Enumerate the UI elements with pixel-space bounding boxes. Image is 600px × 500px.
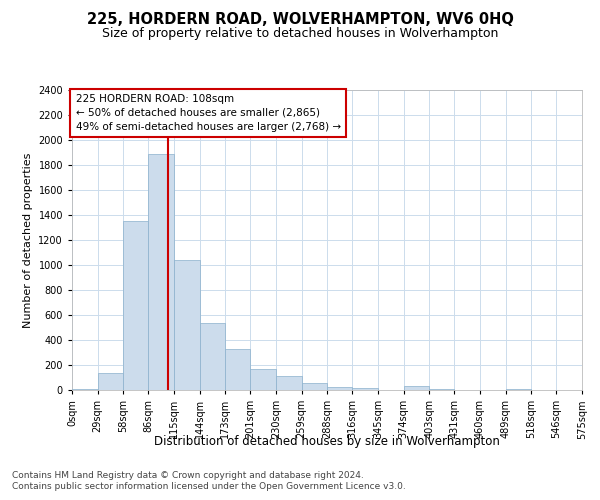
Text: Size of property relative to detached houses in Wolverhampton: Size of property relative to detached ho… [102,28,498,40]
Text: 225 HORDERN ROAD: 108sqm
← 50% of detached houses are smaller (2,865)
49% of sem: 225 HORDERN ROAD: 108sqm ← 50% of detach… [76,94,341,132]
Bar [352,388,378,390]
Text: Contains public sector information licensed under the Open Government Licence v3: Contains public sector information licen… [12,482,406,491]
Bar [148,154,174,390]
Bar [250,370,276,390]
Bar [226,349,250,390]
Y-axis label: Number of detached properties: Number of detached properties [23,152,32,328]
Bar [404,386,430,390]
Bar [276,376,302,390]
Text: Distribution of detached houses by size in Wolverhampton: Distribution of detached houses by size … [154,435,500,448]
Bar [98,372,124,390]
Bar [174,260,200,390]
Bar [124,221,148,390]
Bar [328,387,352,390]
Text: Contains HM Land Registry data © Crown copyright and database right 2024.: Contains HM Land Registry data © Crown c… [12,471,364,480]
Bar [200,322,226,390]
Bar [72,389,98,390]
Text: 225, HORDERN ROAD, WOLVERHAMPTON, WV6 0HQ: 225, HORDERN ROAD, WOLVERHAMPTON, WV6 0H… [86,12,514,28]
Bar [302,382,328,390]
